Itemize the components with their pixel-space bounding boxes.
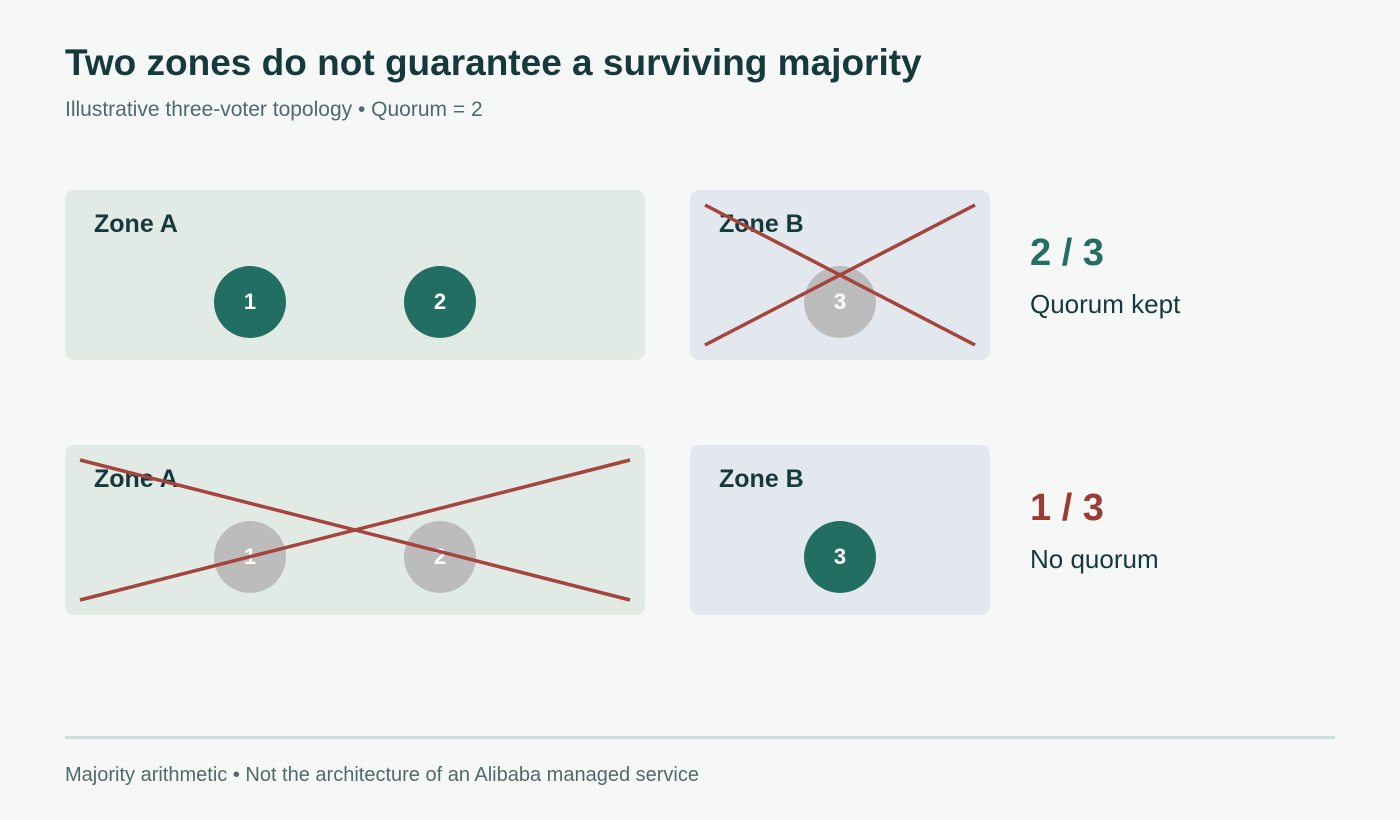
scenario-2-result-label: No quorum bbox=[1030, 544, 1159, 574]
scenario-1-zone-a: Zone A 1 2 bbox=[65, 190, 645, 360]
footer-divider bbox=[65, 736, 1335, 739]
scenario-2-result-value: 1 / 3 bbox=[1030, 487, 1104, 529]
voter-node-3: 3 bbox=[804, 521, 876, 593]
voter-node-3: 3 bbox=[804, 266, 876, 338]
footer-note: Majority arithmetic • Not the architectu… bbox=[65, 764, 699, 786]
voter-node-2: 2 bbox=[404, 521, 476, 593]
scenario-2-zone-b: Zone B 3 bbox=[690, 445, 990, 615]
scenario-1-zone-b: Zone B 3 bbox=[690, 190, 990, 360]
voter-node-1: 1 bbox=[214, 521, 286, 593]
zone-a-label: Zone A bbox=[94, 210, 178, 238]
zone-b-label: Zone B bbox=[719, 210, 804, 238]
voter-node-2: 2 bbox=[404, 266, 476, 338]
scenario-2-zone-a: Zone A 1 2 bbox=[65, 445, 645, 615]
scenario-1-result-value: 2 / 3 bbox=[1030, 232, 1104, 274]
page-subtitle: Illustrative three-voter topology • Quor… bbox=[65, 98, 483, 121]
zone-b-label: Zone B bbox=[719, 465, 804, 493]
page-title: Two zones do not guarantee a surviving m… bbox=[65, 42, 922, 83]
zone-a-label: Zone A bbox=[94, 465, 178, 493]
voter-node-1: 1 bbox=[214, 266, 286, 338]
scenario-1-result-label: Quorum kept bbox=[1030, 289, 1181, 319]
